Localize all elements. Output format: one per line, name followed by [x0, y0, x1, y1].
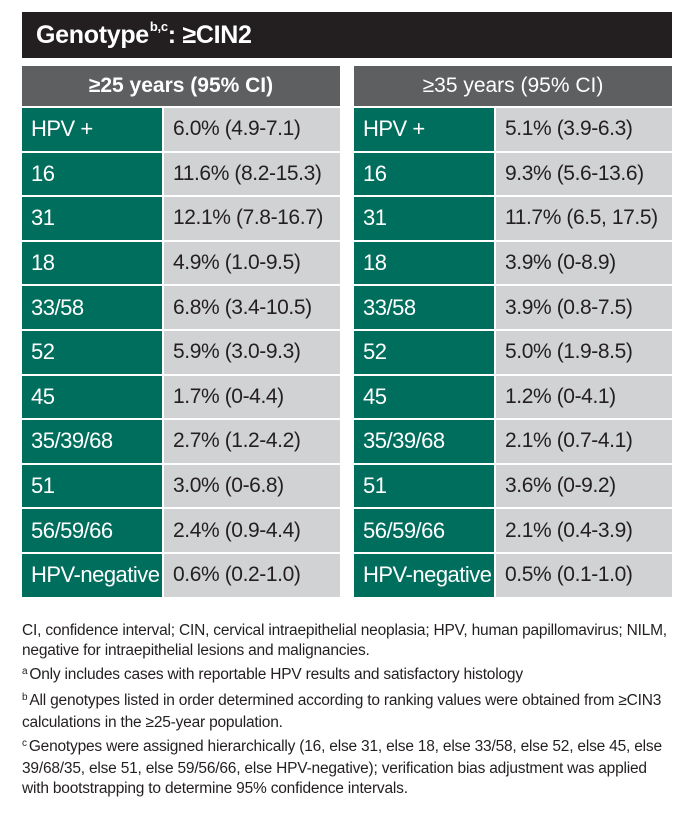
table-row: HPV +5.1% (3.9-6.3) — [354, 106, 672, 151]
value-cell: 4.9% (1.0-9.5) — [162, 241, 340, 285]
footnote-text: Only includes cases with reportable HPV … — [29, 666, 523, 683]
value-cell: 3.9% (0-8.9) — [494, 241, 672, 285]
table-row: 56/59/66 2.1% (0.4-3.9) — [354, 507, 672, 552]
table-row: 33/58 3.9% (0.8-7.5) — [354, 284, 672, 329]
genotype-cell: 51 — [22, 464, 162, 508]
title-suffix: : ≥CIN2 — [167, 20, 252, 49]
value-cell: 0.6% (0.2-1.0) — [162, 553, 340, 597]
column-header: ≥25 years (95% CI) — [22, 66, 340, 106]
footnote-text: Genotypes were assigned hierarchically (… — [22, 738, 662, 797]
table-row: HPV-negative 0.6% (0.2-1.0) — [22, 551, 340, 597]
footnote-marker: c — [22, 738, 27, 749]
table-row: HPV +6.0% (4.9-7.1) — [22, 106, 340, 151]
table-row: 51 3.6% (0-9.2) — [354, 462, 672, 508]
genotype-cell: 45 — [354, 375, 494, 419]
value-cell: 1.2% (0-4.1) — [494, 375, 672, 419]
genotype-cell: HPV-negative — [354, 553, 494, 597]
genotype-cell: 31 — [22, 197, 162, 240]
table-row: 51 3.0% (0-6.8) — [22, 462, 340, 508]
table-rows: HPV +6.0% (4.9-7.1) 16 11.6% (8.2-15.3) 31 1… — [22, 106, 340, 597]
value-cell: 2.7% (1.2-4.2) — [162, 420, 340, 463]
genotype-cell: 33/58 — [22, 286, 162, 329]
value-cell: 2.4% (0.9-4.4) — [162, 509, 340, 552]
genotype-cell: 35/39/68 — [354, 420, 494, 463]
footnotes: CI, confidence interval; CIN, cervical i… — [22, 621, 674, 803]
footnote-marker: b — [22, 692, 28, 703]
table-row: HPV-negative 0.5% (0.1-1.0) — [354, 551, 672, 597]
genotype-cell: 52 — [22, 330, 162, 374]
footnote-a: a Only includes cases with reportable HPV… — [22, 665, 674, 687]
genotype-cell: 56/59/66 — [354, 509, 494, 552]
genotype-cell: 18 — [22, 241, 162, 285]
column-header: ≥35 years (95% CI) — [354, 66, 672, 106]
table-row: 31 11.7% (6.5, 17.5) — [354, 195, 672, 240]
table-row: 16 9.3% (5.6-13.6) — [354, 150, 672, 196]
table-row: 31 12.1% (7.8-16.7) — [22, 195, 340, 240]
value-cell: 2.1% (0.7-4.1) — [494, 420, 672, 463]
genotype-cell: 35/39/68 — [22, 420, 162, 463]
value-cell: 3.9% (0.8-7.5) — [494, 286, 672, 329]
table-age-25: ≥25 years (95% CI) HPV +6.0% (4.9-7.1) 16… — [22, 66, 340, 597]
value-cell: 6.0% (4.9-7.1) — [162, 108, 340, 151]
value-cell: 5.0% (1.9-8.5) — [494, 330, 672, 374]
value-cell: 9.3% (5.6-13.6) — [494, 152, 672, 196]
table-row: 45 1.2% (0-4.1) — [354, 373, 672, 419]
genotype-cell: 31 — [354, 197, 494, 240]
value-cell: 11.6% (8.2-15.3) — [162, 152, 340, 196]
footnote-c: c Genotypes were assigned hierarchically … — [22, 737, 674, 799]
value-cell: 6.8% (3.4-10.5) — [162, 286, 340, 329]
genotype-cell: 56/59/66 — [22, 509, 162, 552]
table-rows: HPV +5.1% (3.9-6.3) 16 9.3% (5.6-13.6) 31 11… — [354, 106, 672, 597]
table-row: 56/59/66 2.4% (0.9-4.4) — [22, 507, 340, 552]
genotype-cell: 16 — [354, 152, 494, 196]
genotype-cell: 45 — [22, 375, 162, 419]
table-row: 35/39/68 2.1% (0.7-4.1) — [354, 418, 672, 463]
footnote-b: b All genotypes listed in order determine… — [22, 691, 674, 733]
table-row: 45 1.7% (0-4.4) — [22, 373, 340, 419]
genotype-cell: HPV + — [22, 108, 162, 151]
footnote-marker: a — [22, 666, 28, 677]
value-cell: 3.6% (0-9.2) — [494, 464, 672, 508]
value-cell: 1.7% (0-4.4) — [162, 375, 340, 419]
title-main: Genotype — [36, 20, 149, 49]
genotype-cell: HPV-negative — [22, 553, 162, 597]
table-row: 52 5.9% (3.0-9.3) — [22, 328, 340, 374]
value-cell: 12.1% (7.8-16.7) — [162, 197, 340, 240]
table-age-35: ≥35 years (95% CI) HPV +5.1% (3.9-6.3) 16… — [354, 66, 672, 597]
genotype-cell: HPV + — [354, 108, 494, 151]
genotype-cell: 16 — [22, 152, 162, 196]
table-row: 18 4.9% (1.0-9.5) — [22, 239, 340, 285]
value-cell: 5.9% (3.0-9.3) — [162, 330, 340, 374]
genotype-cell: 33/58 — [354, 286, 494, 329]
genotype-cell: 51 — [354, 464, 494, 508]
value-cell: 11.7% (6.5, 17.5) — [494, 197, 672, 240]
table-row: 33/58 6.8% (3.4-10.5) — [22, 284, 340, 329]
value-cell: 2.1% (0.4-3.9) — [494, 509, 672, 552]
value-cell: 3.0% (0-6.8) — [162, 464, 340, 508]
footnote-text: All genotypes listed in order determined… — [22, 692, 662, 731]
table-row: 16 11.6% (8.2-15.3) — [22, 150, 340, 196]
table-row: 18 3.9% (0-8.9) — [354, 239, 672, 285]
footnote-abbreviations: CI, confidence interval; CIN, cervical i… — [22, 622, 667, 659]
value-cell: 5.1% (3.9-6.3) — [494, 108, 672, 151]
table-row: 35/39/68 2.7% (1.2-4.2) — [22, 418, 340, 463]
value-cell: 0.5% (0.1-1.0) — [494, 553, 672, 597]
table-row: 52 5.0% (1.9-8.5) — [354, 328, 672, 374]
genotype-cell: 18 — [354, 241, 494, 285]
genotype-cell: 52 — [354, 330, 494, 374]
title-superscript: b,c — [149, 18, 168, 34]
table-title: Genotype b,c: ≥CIN2 — [22, 12, 672, 58]
